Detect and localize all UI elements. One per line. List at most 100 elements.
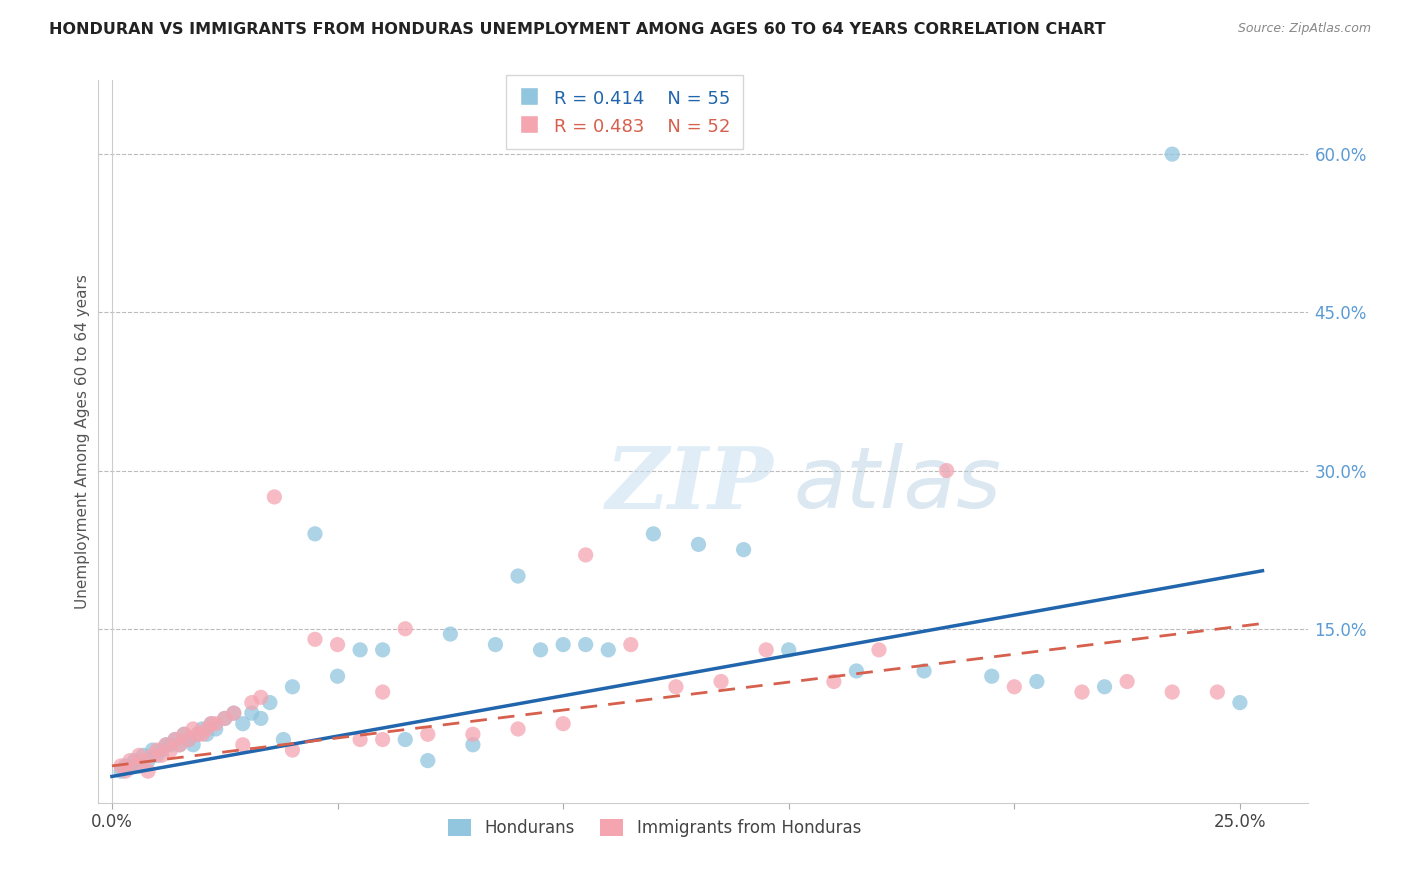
Point (177, 732, 200, 747)
Point (643, 526, 665, 541)
Point (150, 748, 173, 763)
Point (165, 732, 187, 747)
Point (136, 754, 159, 768)
Point (240, 696, 263, 710)
Point (155, 738, 177, 752)
Point (263, 490, 285, 504)
Point (191, 722, 214, 736)
Point (553, 716, 575, 731)
Point (181, 738, 204, 752)
Point (326, 669, 349, 683)
Y-axis label: Unemployment Among Ages 60 to 64 years: Unemployment Among Ages 60 to 64 years (75, 274, 90, 609)
Point (281, 680, 304, 694)
Point (146, 743, 169, 757)
Point (169, 738, 191, 752)
Point (598, 643, 620, 657)
Point (394, 622, 416, 636)
Point (755, 643, 778, 657)
Point (506, 722, 529, 736)
Point (912, 664, 935, 678)
Point (159, 738, 181, 752)
Point (304, 526, 326, 541)
Point (136, 764, 159, 779)
Point (281, 743, 304, 757)
Point (177, 732, 200, 747)
Point (173, 727, 195, 741)
Point (484, 638, 506, 652)
Point (529, 643, 551, 657)
Point (1161, 147, 1184, 161)
Point (575, 548, 598, 562)
Point (128, 759, 150, 773)
Point (778, 643, 800, 657)
Point (733, 542, 755, 557)
Point (1161, 685, 1184, 699)
Point (240, 706, 263, 720)
Point (195, 722, 218, 736)
Point (416, 754, 439, 768)
Point (259, 696, 281, 710)
Point (132, 748, 155, 763)
Point (250, 690, 273, 705)
Point (250, 711, 273, 725)
Point (222, 706, 245, 720)
Point (110, 764, 132, 779)
Point (439, 627, 461, 641)
Legend: Hondurans, Immigrants from Honduras: Hondurans, Immigrants from Honduras (440, 810, 869, 845)
Point (1025, 674, 1047, 689)
Text: HONDURAN VS IMMIGRANTS FROM HONDURAS UNEMPLOYMENT AMONG AGES 60 TO 64 YEARS CORR: HONDURAN VS IMMIGRANTS FROM HONDURAS UNE… (49, 22, 1107, 37)
Point (195, 727, 218, 741)
Point (142, 743, 165, 757)
Point (214, 711, 236, 725)
Point (128, 748, 150, 763)
Point (181, 722, 204, 736)
Point (416, 727, 439, 741)
Point (371, 685, 394, 699)
Point (1071, 685, 1094, 699)
Point (935, 464, 957, 478)
Point (232, 716, 254, 731)
Point (461, 727, 484, 741)
Point (394, 732, 416, 747)
Point (200, 716, 222, 731)
Point (980, 669, 1002, 683)
Point (118, 754, 141, 768)
Point (150, 743, 173, 757)
Point (159, 743, 181, 757)
Point (142, 748, 165, 763)
Point (118, 761, 141, 775)
Point (823, 674, 845, 689)
Point (146, 748, 169, 763)
Point (1229, 696, 1251, 710)
Point (110, 759, 132, 773)
Text: ZIP: ZIP (606, 443, 775, 526)
Text: Source: ZipAtlas.com: Source: ZipAtlas.com (1237, 22, 1371, 36)
Point (868, 643, 890, 657)
Point (114, 764, 136, 779)
Point (204, 716, 226, 731)
Point (124, 759, 146, 773)
Point (155, 738, 177, 752)
Point (173, 727, 195, 741)
Text: atlas: atlas (793, 443, 1001, 526)
Point (665, 680, 688, 694)
Point (187, 727, 209, 741)
Point (371, 732, 394, 747)
Point (132, 754, 155, 768)
Point (165, 732, 187, 747)
Point (349, 732, 371, 747)
Point (710, 674, 733, 689)
Point (169, 738, 191, 752)
Point (304, 632, 326, 647)
Point (506, 569, 529, 583)
Point (1094, 680, 1116, 694)
Point (1206, 685, 1229, 699)
Point (845, 664, 868, 678)
Point (191, 727, 214, 741)
Point (232, 738, 254, 752)
Point (553, 638, 575, 652)
Point (371, 643, 394, 657)
Point (273, 732, 295, 747)
Point (204, 722, 226, 736)
Point (1002, 680, 1025, 694)
